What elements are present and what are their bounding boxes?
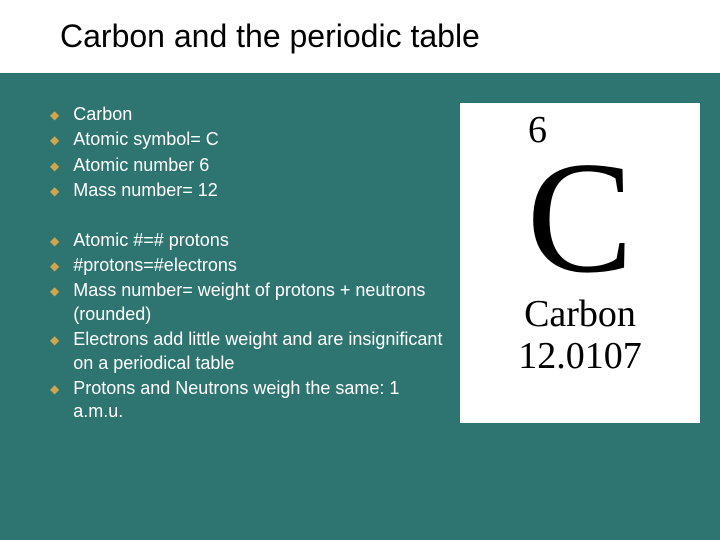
list-item: ◆ Carbon bbox=[50, 103, 450, 126]
slide-title: Carbon and the periodic table bbox=[60, 18, 700, 55]
diamond-bullet-icon: ◆ bbox=[50, 259, 59, 275]
element-card-column: 6 C Carbon 12.0107 bbox=[460, 103, 700, 450]
bullet-block-2: ◆ Atomic #=# protons ◆ #protons=#electro… bbox=[50, 229, 450, 424]
bullet-text: Electrons add little weight and are insi… bbox=[73, 328, 450, 375]
bullet-column: ◆ Carbon ◆ Atomic symbol= C ◆ Atomic num… bbox=[50, 103, 460, 450]
bullet-text: Mass number= weight of protons + neutron… bbox=[73, 279, 450, 326]
diamond-bullet-icon: ◆ bbox=[50, 133, 59, 149]
content-area: ◆ Carbon ◆ Atomic symbol= C ◆ Atomic num… bbox=[0, 73, 720, 450]
title-bar: Carbon and the periodic table bbox=[0, 0, 720, 73]
list-item: ◆ #protons=#electrons bbox=[50, 254, 450, 277]
list-item: ◆ Electrons add little weight and are in… bbox=[50, 328, 450, 375]
periodic-element-card: 6 C Carbon 12.0107 bbox=[460, 103, 700, 423]
diamond-bullet-icon: ◆ bbox=[50, 333, 59, 349]
bullet-text: Atomic symbol= C bbox=[73, 128, 450, 151]
bullet-text: Atomic #=# protons bbox=[73, 229, 450, 252]
element-mass: 12.0107 bbox=[518, 337, 642, 375]
bullet-text: Atomic number 6 bbox=[73, 154, 450, 177]
list-item: ◆ Mass number= weight of protons + neutr… bbox=[50, 279, 450, 326]
element-symbol: C bbox=[527, 141, 634, 293]
diamond-bullet-icon: ◆ bbox=[50, 284, 59, 300]
bullet-text: #protons=#electrons bbox=[73, 254, 450, 277]
list-item: ◆ Mass number= 12 bbox=[50, 179, 450, 202]
list-item: ◆ Protons and Neutrons weigh the same: 1… bbox=[50, 377, 450, 424]
list-item: ◆ Atomic #=# protons bbox=[50, 229, 450, 252]
bullet-text: Mass number= 12 bbox=[73, 179, 450, 202]
element-name: Carbon bbox=[524, 295, 636, 333]
bullet-text: Carbon bbox=[73, 103, 450, 126]
bullet-block-1: ◆ Carbon ◆ Atomic symbol= C ◆ Atomic num… bbox=[50, 103, 450, 203]
list-item: ◆ Atomic number 6 bbox=[50, 154, 450, 177]
diamond-bullet-icon: ◆ bbox=[50, 184, 59, 200]
diamond-bullet-icon: ◆ bbox=[50, 108, 59, 124]
list-item: ◆ Atomic symbol= C bbox=[50, 128, 450, 151]
diamond-bullet-icon: ◆ bbox=[50, 234, 59, 250]
bullet-text: Protons and Neutrons weigh the same: 1 a… bbox=[73, 377, 450, 424]
diamond-bullet-icon: ◆ bbox=[50, 382, 59, 398]
diamond-bullet-icon: ◆ bbox=[50, 159, 59, 175]
